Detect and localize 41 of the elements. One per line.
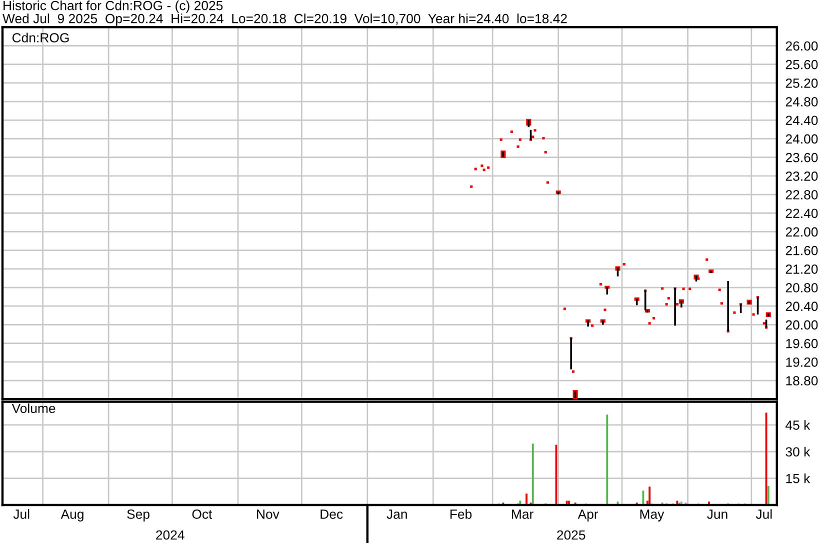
chart-title: Historic Chart for Cdn:ROG - (c) 2025 xyxy=(4,0,223,13)
y-tick-label: 20.00 xyxy=(786,320,818,330)
x-tick-label: Mar xyxy=(512,510,534,519)
x-tick-label: May xyxy=(640,510,664,522)
y-tick-label: 22.00 xyxy=(786,227,818,237)
x-tick-label: Jul xyxy=(13,509,30,519)
x-tick-label: Sep xyxy=(127,510,150,522)
y-tick-label: 45 k xyxy=(786,420,810,430)
y-tick-label: 21.20 xyxy=(786,264,818,274)
x-tick-label: Feb xyxy=(450,509,472,519)
y-tick-label: 21.60 xyxy=(786,246,818,256)
y-tick-label: 19.20 xyxy=(786,357,818,367)
x2-tick-label: 2025 xyxy=(557,530,586,540)
x-tick-label: Aug xyxy=(60,510,84,522)
y-tick-label: 19.60 xyxy=(786,338,818,348)
y-tick-label: 30 k xyxy=(786,446,810,457)
x-tick-label: Jan xyxy=(386,510,407,519)
annotation: Cdn:ROG xyxy=(12,32,69,42)
y-tick-label: 26.00 xyxy=(786,41,818,51)
y-tick-label: 22.40 xyxy=(786,208,818,218)
y-tick-label: 24.40 xyxy=(786,116,818,126)
y-tick-label: 23.20 xyxy=(786,172,818,181)
annotation: Volume xyxy=(12,403,56,414)
x-tick-label: Jul xyxy=(756,509,772,519)
y-tick-label: 24.80 xyxy=(786,97,818,106)
chart-subtitle: Wed Jul 9 2025 Op=20.24 Hi=20.24 Lo=20.18 Cl=20.19 Vol=10,700 Year hi=24.40 lo=18.42 xyxy=(2,14,567,26)
x-tick-label: Apr xyxy=(578,510,598,522)
x-tick-label: Oct xyxy=(192,510,212,519)
y-tick-label: 15 k xyxy=(786,474,810,484)
x2-tick-label: 2024 xyxy=(156,530,184,540)
y-tick-label: 25.20 xyxy=(786,78,818,88)
x-tick-label: Jun xyxy=(707,510,728,519)
y-tick-label: 22.80 xyxy=(786,190,818,200)
x-tick-label: Dec xyxy=(320,510,343,519)
y-tick-label: 23.60 xyxy=(786,152,818,162)
y-tick-label: 24.00 xyxy=(786,134,818,144)
y-tick-label: 25.60 xyxy=(786,60,818,70)
y-tick-label: 18.80 xyxy=(786,376,818,386)
y-tick-label: 20.80 xyxy=(786,283,818,292)
y-tick-label: 20.40 xyxy=(786,302,818,312)
x-tick-label: Nov xyxy=(257,510,280,519)
